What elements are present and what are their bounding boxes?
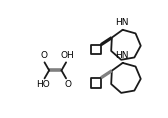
Text: HN: HN: [115, 51, 129, 60]
Text: O: O: [40, 51, 47, 60]
Text: HO: HO: [36, 80, 50, 89]
Text: HN: HN: [115, 18, 129, 27]
Text: O: O: [64, 80, 71, 89]
Text: OH: OH: [61, 51, 74, 60]
